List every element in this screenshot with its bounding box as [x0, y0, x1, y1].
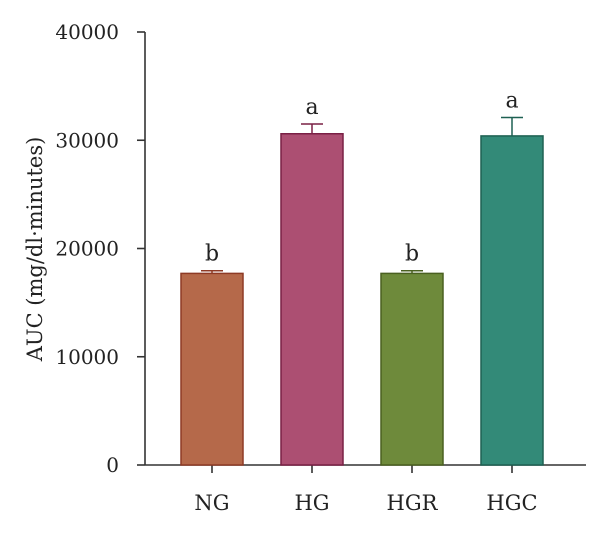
y-tick-label: 10000	[55, 345, 119, 369]
category-label-hg: HG	[294, 491, 329, 515]
labels: 0 10000 20000 30000 40000 b NG a HG b HGR a HGC	[55, 20, 537, 515]
bar-hgc	[480, 135, 544, 466]
category-label-hgc: HGC	[486, 491, 537, 515]
bar-hg	[280, 133, 344, 466]
y-axis-title: AUC (mg/dl·minutes)	[23, 137, 47, 363]
y-tick-label: 20000	[55, 237, 119, 261]
y-tick-label: 40000	[55, 20, 119, 44]
bar-ng	[180, 272, 244, 466]
y-tick-label: 0	[106, 453, 119, 477]
category-label-ng: NG	[194, 491, 229, 515]
bar-hgr	[380, 272, 444, 466]
y-tick-label: 30000	[55, 128, 119, 152]
significance-label-hgc: a	[505, 89, 518, 114]
bars	[180, 116, 544, 466]
significance-label-hgr: b	[405, 242, 419, 267]
significance-label-ng: b	[205, 242, 219, 267]
significance-label-hg: a	[305, 95, 318, 120]
category-label-hgr: HGR	[387, 491, 439, 515]
